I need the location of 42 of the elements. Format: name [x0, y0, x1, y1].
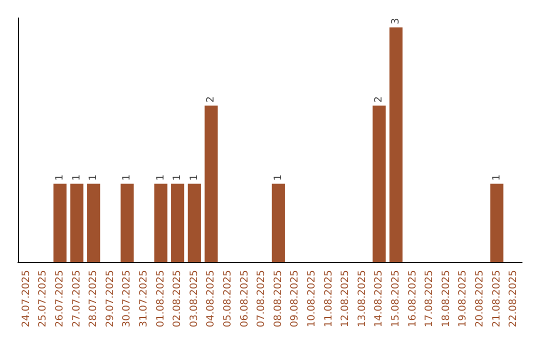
data-label: 1	[172, 174, 184, 181]
x-tick-label: 14.08.2025	[374, 270, 385, 328]
x-tick-label: 03.08.2025	[188, 270, 200, 328]
x-tick-label: 18.08.2025	[440, 270, 452, 328]
data-label: 1	[88, 174, 100, 181]
x-tick-label: 20.08.2025	[474, 270, 486, 328]
x-tick-label: 30.07.2025	[122, 270, 133, 328]
x-tick-label: 29.07.2025	[104, 270, 116, 328]
x-tick-label: 24.07.2025	[20, 270, 32, 328]
x-tick-label: 08.08.2025	[272, 270, 284, 328]
x-tick-label: 13.08.2025	[356, 270, 368, 328]
x-tick-label: 19.08.2025	[458, 270, 469, 328]
data-label: 3	[390, 18, 402, 24]
x-tick-label: 01.08.2025	[155, 270, 166, 328]
x-tick-label: 28.07.2025	[88, 270, 100, 328]
data-label: 1	[188, 174, 200, 181]
x-tick-label: 27.07.2025	[71, 270, 82, 328]
x-tick-label: 10.08.2025	[306, 270, 318, 328]
x-tick-label: 15.08.2025	[390, 270, 402, 328]
x-tick-label: 26.07.2025	[54, 270, 66, 328]
x-tick-label: 04.08.2025	[206, 270, 217, 328]
data-label: 1	[54, 174, 66, 181]
data-label: 1	[491, 174, 502, 181]
data-label: 2	[374, 96, 385, 103]
data-label: 1	[155, 174, 166, 181]
x-tick-label: 17.08.2025	[424, 270, 436, 328]
x-tick-label: 31.07.2025	[138, 270, 150, 328]
x-tick-label: 21.08.2025	[491, 270, 502, 328]
x-tick-label: 11.08.2025	[323, 270, 334, 328]
x-tick-label: 02.08.2025	[172, 270, 184, 328]
data-label: 1	[122, 174, 133, 181]
x-tick-label: 25.07.2025	[38, 270, 49, 328]
x-tick-label: 07.08.2025	[256, 270, 268, 328]
data-label: 1	[71, 174, 82, 181]
x-tick-label: 12.08.2025	[340, 270, 352, 328]
x-tick-label: 16.08.2025	[407, 270, 418, 328]
data-label: 1	[272, 174, 284, 181]
x-tick-label: 22.08.2025	[508, 270, 520, 328]
x-tick-label: 09.08.2025	[290, 270, 301, 328]
x-tick-label: 06.08.2025	[239, 270, 250, 328]
x-tick-label: 05.08.2025	[222, 270, 234, 328]
data-label: 2	[206, 96, 217, 103]
